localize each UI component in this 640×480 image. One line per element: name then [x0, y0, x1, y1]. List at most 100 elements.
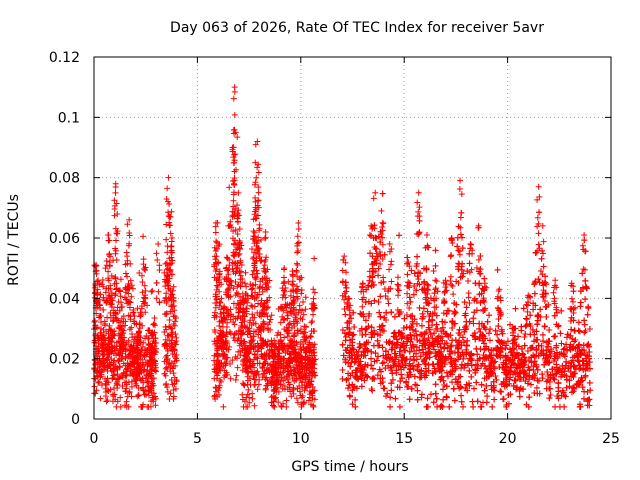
roti-point [268, 379, 275, 386]
roti-point [211, 366, 218, 373]
roti-point [531, 281, 538, 288]
roti-point [342, 337, 349, 344]
grid-lines [94, 57, 611, 419]
roti-point [275, 388, 282, 395]
roti-point [97, 395, 104, 402]
roti-point [460, 403, 467, 410]
roti-point [312, 356, 319, 363]
roti-point [140, 294, 147, 301]
roti-point [252, 249, 259, 256]
roti-point [223, 369, 230, 376]
roti-point [308, 378, 315, 385]
roti-point [278, 360, 285, 367]
roti-point [339, 366, 346, 373]
roti-point [211, 368, 218, 375]
roti-point [256, 254, 263, 261]
roti-point [104, 397, 111, 404]
roti-point [166, 395, 173, 402]
roti-point [214, 372, 221, 379]
roti-point [362, 326, 369, 333]
data-points [91, 84, 594, 410]
roti-point [150, 349, 157, 356]
roti-point [248, 292, 255, 299]
roti-point [106, 250, 113, 257]
roti-point [127, 367, 134, 374]
roti-point [135, 384, 142, 391]
roti-point [278, 403, 285, 410]
roti-point [130, 372, 137, 379]
roti-point [563, 334, 570, 341]
roti-point [130, 338, 137, 345]
roti-point [290, 333, 297, 340]
roti-point [579, 270, 586, 277]
roti-point [376, 309, 383, 316]
roti-point [233, 372, 240, 379]
roti-point [170, 370, 177, 377]
roti-point [123, 398, 130, 405]
roti-point [251, 264, 258, 271]
roti-point [301, 356, 308, 363]
roti-point [342, 311, 349, 318]
roti-point [538, 255, 545, 262]
roti-point [300, 298, 307, 305]
roti-point [139, 403, 146, 410]
roti-point [225, 294, 232, 301]
roti-point [379, 360, 386, 367]
roti-point [255, 381, 262, 388]
roti-point [171, 346, 178, 353]
roti-point [238, 319, 245, 326]
roti-point [120, 313, 127, 320]
roti-point [543, 378, 550, 385]
roti-point [167, 368, 174, 375]
roti-point [257, 283, 264, 290]
roti-point [285, 321, 292, 328]
roti-point [91, 337, 98, 344]
roti-point [214, 239, 221, 246]
roti-point [248, 302, 255, 309]
roti-point [253, 174, 260, 181]
roti-point [171, 322, 178, 329]
roti-point [438, 402, 445, 409]
roti-point [471, 385, 478, 392]
roti-point [101, 375, 108, 382]
roti-point [112, 311, 119, 318]
roti-point [239, 367, 246, 374]
roti-point [268, 346, 275, 353]
roti-point [211, 314, 218, 321]
roti-point [491, 396, 498, 403]
roti-point [137, 309, 144, 316]
roti-point [251, 351, 258, 358]
roti-point [295, 359, 302, 366]
roti-point [432, 262, 439, 269]
roti-point [167, 268, 174, 275]
roti-point [100, 306, 107, 313]
roti-point [414, 253, 421, 260]
roti-point [379, 190, 386, 197]
roti-point [234, 218, 241, 225]
roti-point [294, 399, 301, 406]
roti-point [263, 352, 270, 359]
roti-point [291, 298, 298, 305]
roti-point [287, 337, 294, 344]
roti-point [114, 371, 121, 378]
roti-point [457, 231, 464, 238]
roti-point [287, 351, 294, 358]
roti-point [582, 296, 589, 303]
roti-point [164, 388, 171, 395]
roti-point [520, 305, 527, 312]
roti-point [299, 384, 306, 391]
roti-point [459, 234, 466, 241]
roti-point [146, 370, 153, 377]
roti-point [245, 386, 252, 393]
roti-point [118, 299, 125, 306]
roti-point [220, 339, 227, 346]
roti-point [243, 354, 250, 361]
roti-point [149, 352, 156, 359]
roti-point [486, 312, 493, 319]
roti-point [140, 361, 147, 368]
roti-point [211, 352, 218, 359]
roti-point [294, 295, 301, 302]
roti-point [108, 304, 115, 311]
roti-point [273, 380, 280, 387]
roti-point [413, 356, 420, 363]
